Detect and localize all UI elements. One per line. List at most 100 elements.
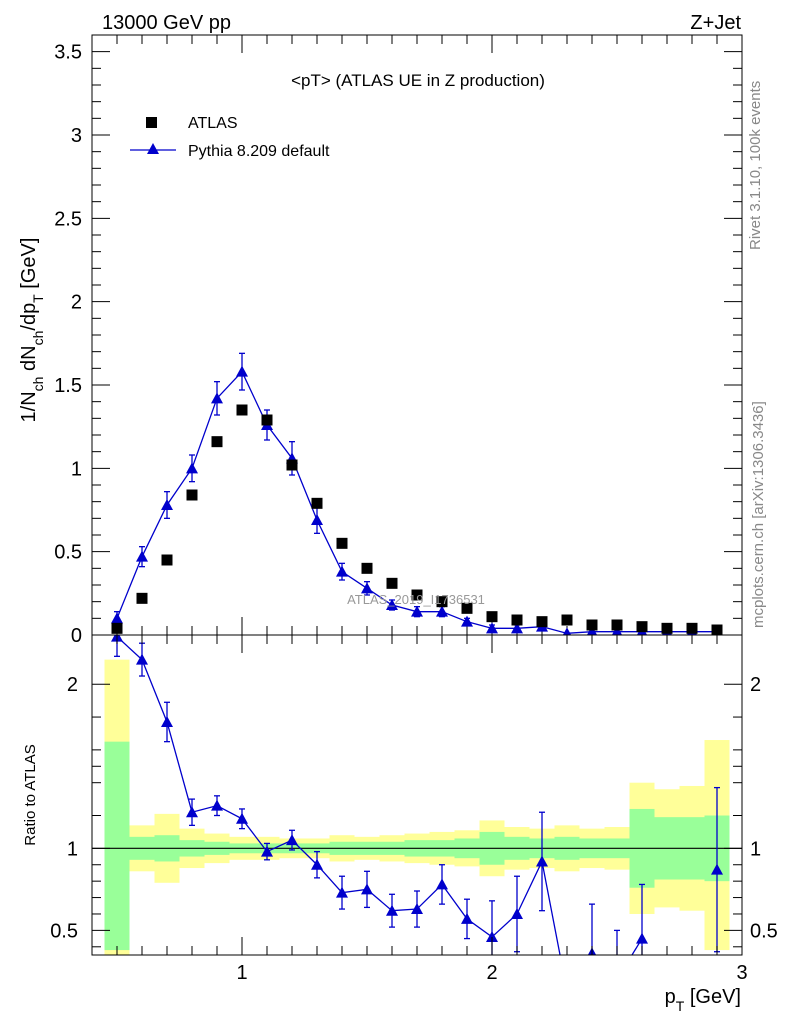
ratio-point	[411, 903, 423, 915]
pythia-point	[111, 612, 123, 624]
legend-atlas-label: ATLAS	[188, 115, 238, 132]
y-tick-label: 0.5	[54, 542, 82, 564]
atlas-point	[386, 577, 398, 589]
process-label: Z+Jet	[690, 12, 741, 34]
ratio-point	[511, 907, 523, 919]
pythia-point	[236, 365, 248, 377]
rivet-label: Rivet 3.1.10, 100k events	[747, 81, 764, 250]
atlas-point	[686, 622, 698, 634]
label-part: [GeV]	[684, 986, 741, 1008]
pythia-point	[311, 514, 323, 525]
pythia-point	[461, 615, 473, 627]
top-series-layer	[111, 352, 723, 635]
y-tick-label: 3.5	[54, 42, 82, 64]
atlas-point	[561, 614, 573, 626]
pythia-point	[161, 499, 173, 510]
ratio-point	[436, 878, 448, 890]
ratio-point	[636, 932, 648, 944]
atlas-point	[161, 554, 173, 566]
pythia-point	[486, 622, 498, 634]
label-part: [GeV]	[18, 238, 40, 295]
pythia-point	[386, 599, 398, 610]
watermark: ATLAS_2019_I1736531	[347, 592, 485, 607]
ratio-y-tick-label: 1	[67, 838, 78, 860]
atlas-point	[336, 537, 348, 549]
ratio-point	[261, 845, 273, 857]
ratio-point	[536, 855, 548, 867]
atlas-point	[311, 497, 323, 509]
ratio-series-layer	[92, 635, 742, 985]
ratio-y-tick-label-right: 0.5	[750, 920, 778, 942]
y-tick-label: 0	[71, 625, 82, 647]
legend-atlas-marker	[146, 117, 157, 128]
ratio-y-tick-label: 0.5	[50, 920, 78, 942]
atlas-point	[361, 562, 373, 574]
label-part: ch	[30, 377, 46, 392]
atlas-point	[536, 616, 548, 628]
ratio-point	[211, 799, 223, 811]
ratio-y-tick-label-right: 1	[750, 838, 761, 860]
atlas-point	[511, 614, 523, 626]
label-part: 1/N	[18, 391, 40, 422]
atlas-point	[461, 602, 473, 614]
atlas-point	[186, 489, 198, 501]
atlas-point	[411, 589, 423, 601]
ratio-point	[386, 904, 398, 916]
legend-pythia-marker	[147, 143, 159, 154]
ratio-band-inner	[104, 741, 130, 951]
ratio-panel: 0.5 0.5 1 1 2 2 1 2 3 Ratio to ATLAS pT [GeV]	[22, 634, 778, 1014]
label-part: T	[676, 998, 685, 1014]
pythia-point	[562, 627, 572, 635]
pythia-point	[411, 605, 423, 617]
x-tick-label: 3	[736, 962, 747, 984]
atlas-point	[636, 621, 648, 633]
top-plot-area: 0 0.5 1 1.5 2 2.5 3 3.5	[54, 35, 742, 647]
pythia-point	[211, 392, 223, 404]
label-part: p	[665, 986, 676, 1008]
x-axis-label: pT [GeV]	[665, 986, 741, 1014]
ratio-point	[361, 883, 373, 895]
ratio-point	[311, 858, 323, 870]
pythia-point	[361, 582, 373, 594]
atlas-point	[136, 592, 148, 604]
energy-label: 13000 GeV pp	[102, 12, 231, 34]
ratio-panel-frame	[91, 634, 743, 956]
ratio-point	[336, 886, 348, 898]
ratio-y-axis-label: Ratio to ATLAS	[22, 744, 39, 845]
pythia-point	[336, 565, 348, 577]
y-axis-label: 1/Nch dNch/dpT [GeV]	[18, 238, 46, 423]
ratio-y-tick-label-right: 2	[750, 674, 761, 696]
atlas-point	[611, 619, 623, 631]
atlas-point	[586, 619, 598, 631]
ratio-point	[711, 863, 723, 875]
ratio-plot-area: 0.5 0.5 1 1 2 2 1 2 3	[50, 635, 778, 985]
main-title: <pT> (ATLAS UE in Z production)	[291, 71, 545, 90]
top-panel: 0 0.5 1 1.5 2 2.5 3 3.5 <pT> (ATLAS UE in Z pro…	[18, 34, 743, 647]
ratio-point	[486, 930, 498, 942]
atlas-point	[436, 596, 448, 608]
label-part: dN	[18, 345, 40, 376]
legend: ATLAS Pythia 8.209 default	[130, 115, 330, 160]
pythia-point	[511, 622, 523, 634]
atlas-point	[286, 459, 298, 471]
atlas-point	[111, 622, 123, 634]
x-tick-label: 1	[236, 962, 247, 984]
y-tick-label: 1	[71, 458, 82, 480]
ratio-pythia-line	[116, 636, 643, 955]
y-tick-label: 2	[71, 292, 82, 314]
atlas-point	[486, 611, 498, 623]
atlas-point	[211, 436, 223, 448]
atlas-point	[711, 624, 723, 635]
atlas-point	[261, 414, 273, 426]
ratio-point	[161, 715, 173, 727]
ratio-point	[611, 974, 623, 985]
label-part: T	[30, 294, 46, 303]
ratio-y-tick-label: 2	[67, 674, 78, 696]
mcplots-label: mcplots.cern.ch [arXiv:1306.3436]	[750, 401, 767, 628]
legend-pythia-label: Pythia 8.209 default	[188, 143, 330, 160]
label-part: /dp	[18, 303, 40, 331]
ratio-point	[136, 653, 148, 665]
atlas-point	[661, 622, 673, 634]
pythia-point	[136, 550, 148, 562]
